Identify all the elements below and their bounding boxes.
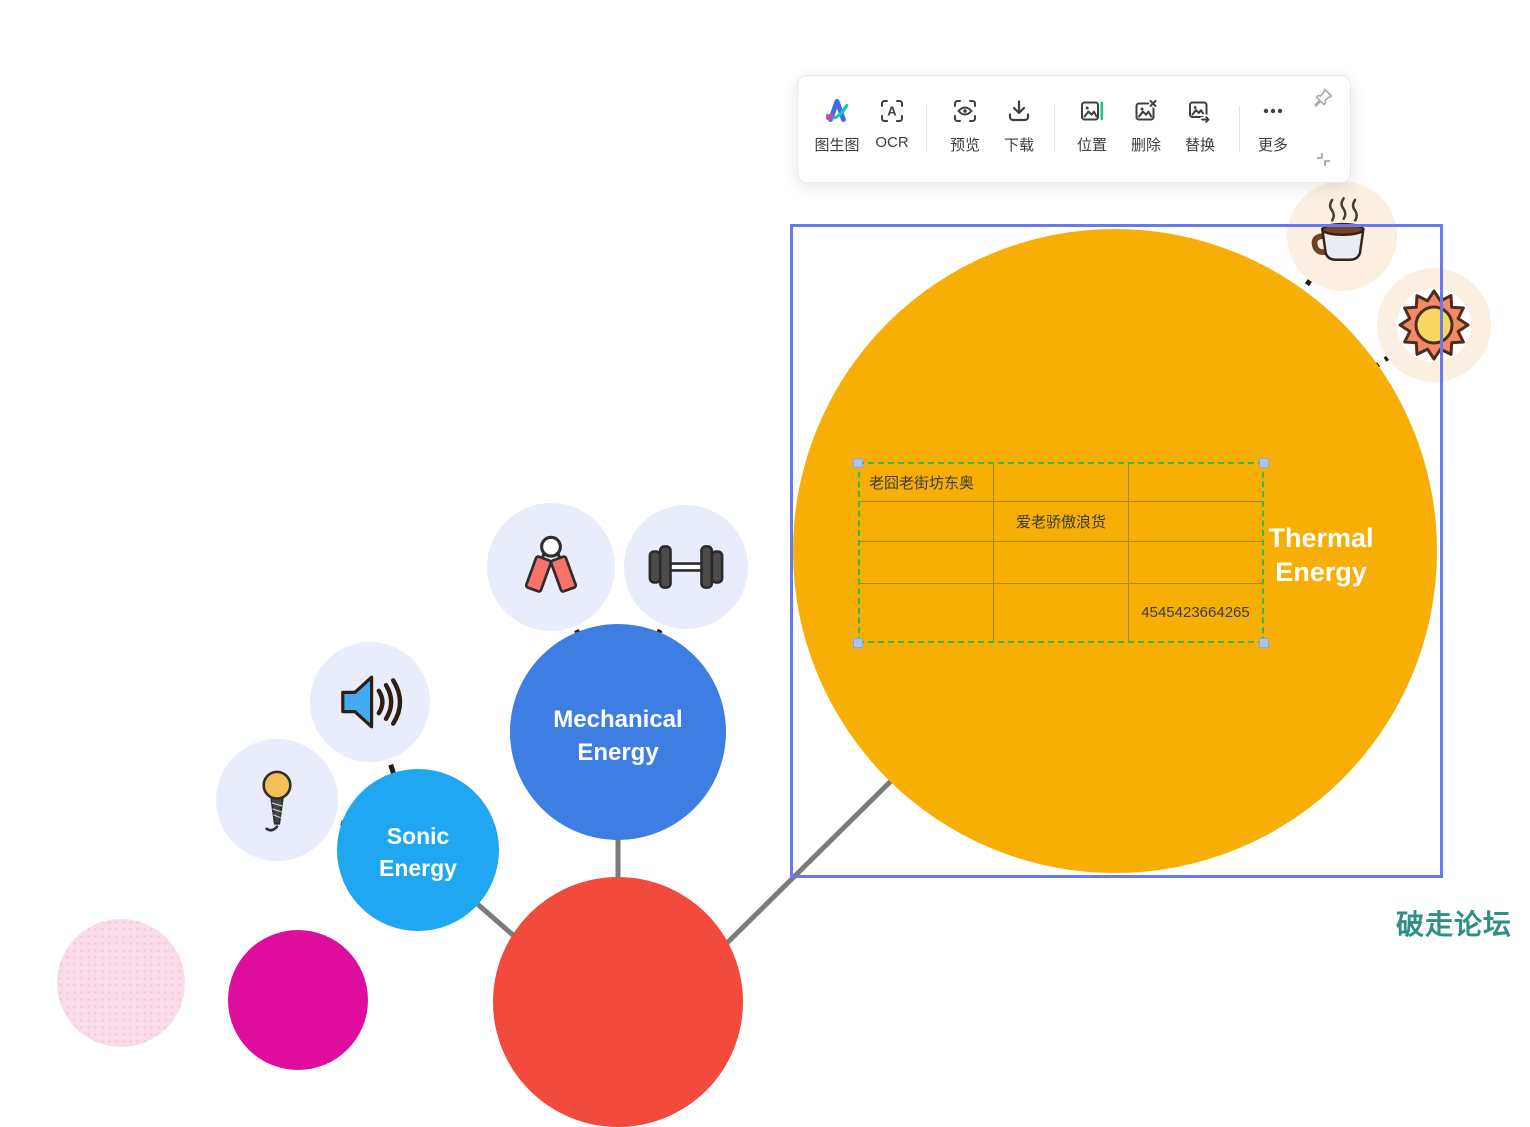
table-node[interactable]: 老囧老街坊东奥 爱老骄傲浪货 4545423664265 xyxy=(858,462,1264,643)
toolbar-item-download[interactable]: 下载 xyxy=(987,96,1051,155)
table-cell[interactable] xyxy=(1129,542,1262,584)
speaker-icon xyxy=(341,675,403,729)
toolbar-item-label: 预览 xyxy=(949,137,980,154)
table-resize-handle-ne[interactable] xyxy=(1259,458,1269,468)
pin-icon xyxy=(1314,88,1333,107)
table-cell[interactable] xyxy=(994,542,1129,584)
sonic-energy-node[interactable] xyxy=(337,769,499,931)
toolbar-item-label: 删除 xyxy=(1130,137,1161,154)
watermark: 破走论坛 xyxy=(1395,909,1512,940)
table-resize-handle-nw[interactable] xyxy=(853,458,863,468)
table-cell[interactable]: 老囧老街坊东奥 xyxy=(860,464,994,502)
toolbar-divider xyxy=(1239,106,1240,152)
toolbar-item-label: 下载 xyxy=(1003,137,1034,154)
collapse-toolbar-button[interactable] xyxy=(1316,152,1331,172)
collapse-icon xyxy=(1317,153,1330,166)
toolbar-item-label: 替换 xyxy=(1184,137,1215,154)
icon-bubble-speaker[interactable] xyxy=(310,642,430,762)
table-cell[interactable] xyxy=(1129,502,1262,542)
magenta-node[interactable] xyxy=(228,930,368,1070)
toolbar-item-label: 更多 xyxy=(1257,137,1288,154)
table-cell[interactable] xyxy=(994,464,1129,502)
edge-root-thermal xyxy=(723,777,895,947)
table-cell[interactable] xyxy=(1129,464,1262,502)
table-cell[interactable] xyxy=(994,584,1129,641)
preview-icon xyxy=(952,96,978,126)
toolbar-item-ocr[interactable]: A OCR xyxy=(860,96,924,151)
ai-image-logo xyxy=(823,96,851,126)
pink-node[interactable] xyxy=(57,919,185,1047)
table-cell[interactable]: 4545423664265 xyxy=(1129,584,1262,641)
image-toolbar: 图生图 A OCR 预览 下载 xyxy=(797,75,1351,183)
toolbar-item-ai-image[interactable]: 图生图 xyxy=(805,96,869,155)
toolbar-item-more[interactable]: 更多 xyxy=(1241,96,1305,155)
table-cell[interactable] xyxy=(860,502,994,542)
table-resize-handle-se[interactable] xyxy=(1259,638,1269,648)
table-cell[interactable]: 爱老骄傲浪货 xyxy=(994,502,1129,542)
dumbbell-icon xyxy=(648,545,724,589)
ocr-icon: A xyxy=(879,96,905,126)
delete-icon xyxy=(1133,96,1159,126)
pin-toolbar-button[interactable] xyxy=(1312,87,1334,114)
more-icon xyxy=(1260,96,1286,126)
icon-bubble-dumbbell[interactable] xyxy=(624,505,748,629)
root-energy-node[interactable] xyxy=(493,877,743,1127)
toolbar-divider xyxy=(926,106,927,152)
icon-bubble-microphone[interactable] xyxy=(216,739,338,861)
hand-gripper-icon xyxy=(524,535,578,593)
sun-icon xyxy=(1397,288,1471,362)
table-resize-handle-sw[interactable] xyxy=(853,638,863,648)
toolbar-item-position[interactable]: 位置 xyxy=(1060,96,1124,155)
toolbar-item-replace[interactable]: 替换 xyxy=(1168,96,1232,155)
svg-text:A: A xyxy=(887,104,897,119)
download-icon xyxy=(1006,96,1032,126)
table-cell[interactable] xyxy=(860,542,994,584)
table-cell[interactable] xyxy=(860,584,994,641)
microphone-icon xyxy=(262,770,292,832)
thermal-energy-node[interactable] xyxy=(793,229,1437,873)
toolbar-item-label: 图生图 xyxy=(814,137,860,154)
toolbar-divider xyxy=(1054,106,1055,152)
coffee-cup-icon xyxy=(1311,197,1365,262)
icon-bubble-hand-gripper[interactable] xyxy=(487,503,615,631)
replace-icon xyxy=(1187,96,1213,126)
toolbar-item-label: 位置 xyxy=(1076,137,1107,154)
toolbar-item-label: OCR xyxy=(875,134,909,151)
icon-bubble-sun[interactable] xyxy=(1377,268,1491,382)
toolbar-item-preview[interactable]: 预览 xyxy=(933,96,997,155)
table-cell-number: 4545423664265 xyxy=(1141,604,1250,621)
toolbar-item-delete[interactable]: 删除 xyxy=(1114,96,1178,155)
icon-bubble-coffee-cup[interactable] xyxy=(1287,181,1397,291)
mechanical-energy-node[interactable] xyxy=(510,624,726,840)
position-icon xyxy=(1079,96,1105,126)
